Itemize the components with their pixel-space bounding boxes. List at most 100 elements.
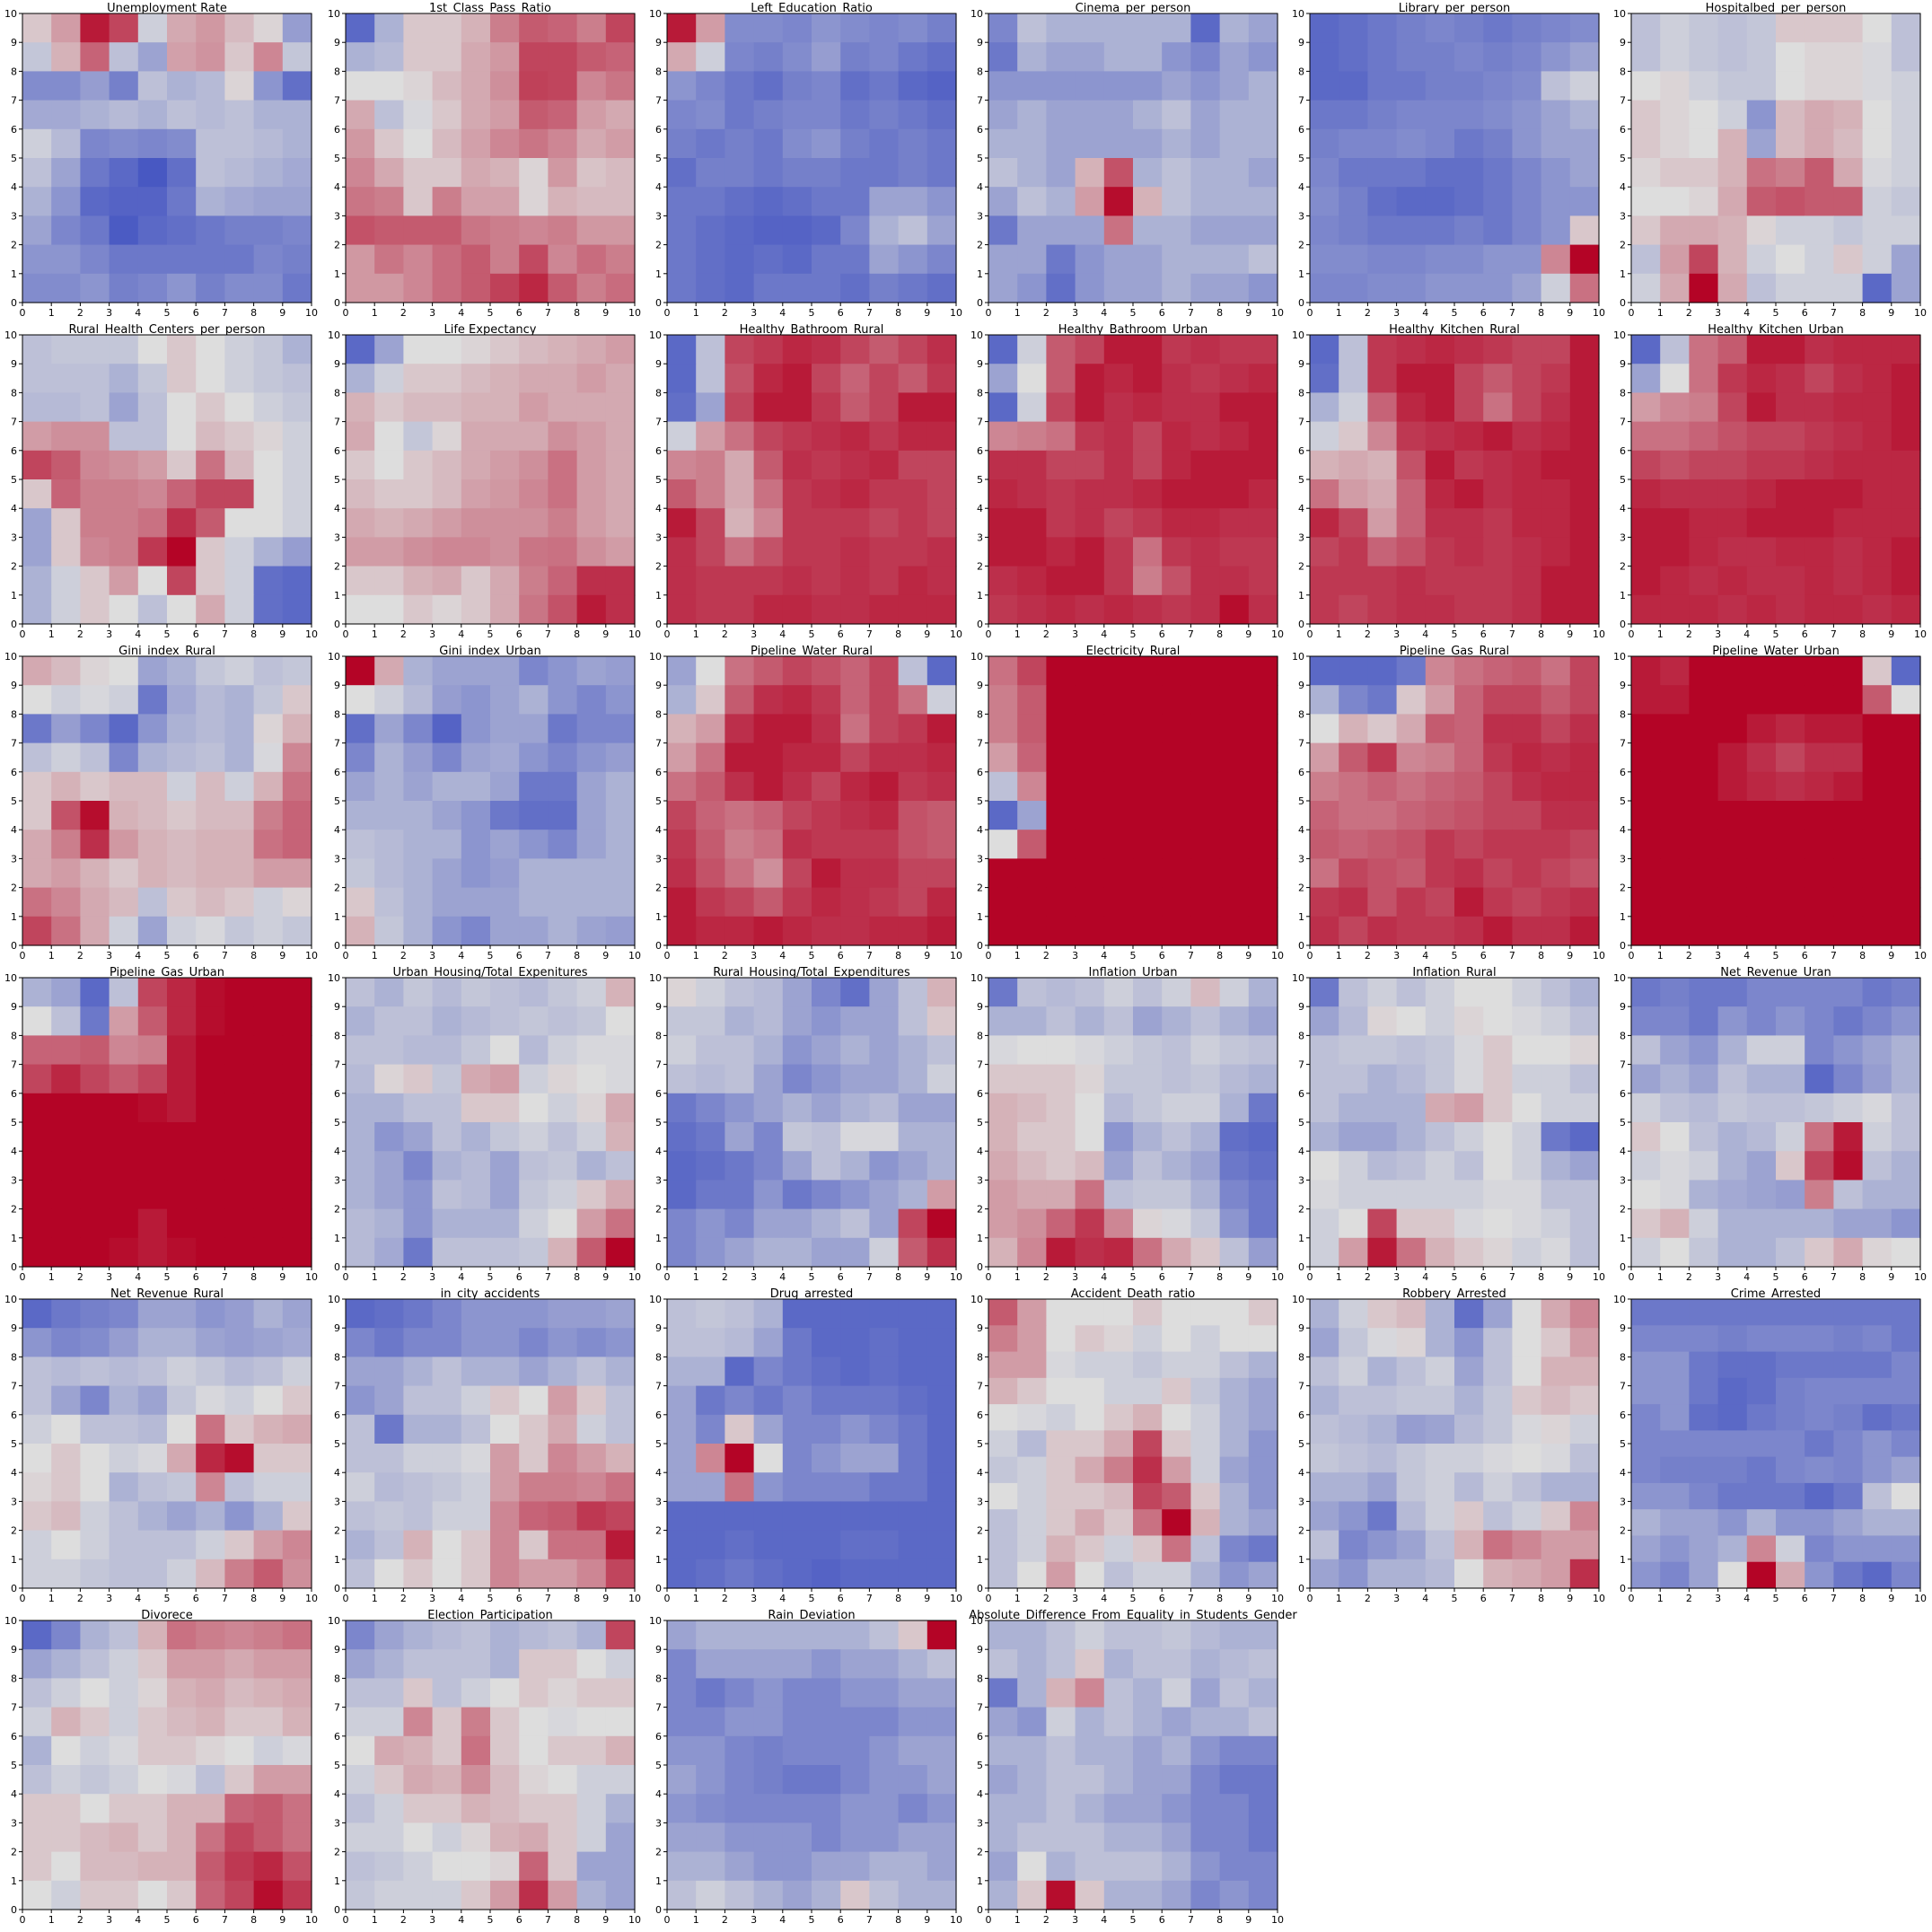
heatmap-cell [1541, 858, 1571, 889]
heatmap-cell [1776, 1064, 1805, 1094]
heatmap-cell [1660, 479, 1690, 509]
heatmap-cell [490, 100, 520, 130]
heatmap-cell [1219, 1064, 1250, 1094]
heatmap-cell [1541, 1385, 1571, 1416]
heatmap-cell [840, 916, 870, 946]
heatmap-cell [403, 1328, 434, 1357]
heatmap-cell [812, 1649, 841, 1679]
heatmap-cell [1219, 392, 1250, 423]
heatmap-cell [1717, 244, 1748, 275]
heatmap-cell [667, 128, 697, 159]
heatmap-cell [1248, 1735, 1278, 1766]
heatmap-cell [1569, 1328, 1600, 1357]
heatmap-cell [724, 244, 755, 275]
heatmap-cell [282, 1414, 312, 1445]
heatmap-cell [1454, 1414, 1484, 1445]
heatmap-cell [1339, 71, 1368, 101]
heatmap-cell [403, 1122, 434, 1152]
heatmap-cell [1075, 1006, 1105, 1036]
heatmap-cell [898, 392, 928, 423]
heatmap-cell [605, 771, 636, 802]
heatmap-cell [374, 1765, 404, 1795]
heatmap-cell [1017, 1404, 1047, 1431]
heatmap-cell [1512, 273, 1542, 303]
y-tick-label: 4 [977, 503, 983, 514]
heatmap-cell [224, 273, 255, 303]
x-tick-label: 2 [722, 628, 728, 640]
heatmap-cell [109, 771, 139, 802]
heatmap-cell [1103, 1822, 1134, 1853]
heatmap-cell [605, 244, 636, 275]
heatmap-cell [667, 508, 697, 538]
heatmap-cell [282, 1851, 312, 1882]
y-tick-label: 2 [1620, 240, 1626, 251]
y-tick-label: 0 [1298, 619, 1304, 630]
heatmap-cell [1631, 421, 1661, 452]
x-tick-label: 8 [1859, 307, 1866, 319]
heatmap-cell [548, 1649, 578, 1679]
heatmap-cell [51, 742, 81, 773]
heatmap-cell [988, 273, 1018, 303]
heatmap-cell [576, 187, 607, 216]
heatmap-cell [1891, 100, 1921, 130]
heatmap-cell [519, 1880, 549, 1910]
heatmap-cell [346, 1765, 375, 1795]
heatmap-cell [1396, 71, 1427, 101]
heatmap-cell [224, 1620, 255, 1650]
heatmap-cell [1891, 1351, 1921, 1379]
heatmap-cell [724, 916, 755, 946]
heatmap-cell [1248, 215, 1278, 246]
heatmap-cell [490, 1678, 520, 1708]
heatmap-cell [346, 801, 375, 830]
heatmap-cell [490, 335, 520, 364]
heatmap-cell [1862, 1535, 1892, 1563]
heatmap-cell [22, 244, 52, 275]
heatmap-cell [432, 158, 462, 188]
panel-title: Net_Revenue_Uran [1720, 966, 1831, 979]
heatmap-cell [1631, 335, 1661, 364]
heatmap-cell [167, 450, 197, 480]
heatmap-cell [519, 1064, 549, 1094]
x-tick-label: 4 [1101, 1914, 1107, 1926]
heatmap-cell [1776, 1208, 1805, 1239]
heatmap-cell [782, 537, 812, 567]
heatmap-cell [898, 1122, 928, 1152]
heatmap-cell [519, 1851, 549, 1882]
heatmap-cell [80, 508, 110, 538]
heatmap-cell [224, 1237, 255, 1268]
x-tick-label: 9 [924, 1271, 930, 1283]
y-tick-label: 2 [1298, 240, 1304, 251]
heatmap-cell [167, 273, 197, 303]
heatmap-cell [1219, 1377, 1250, 1405]
heatmap-cell [576, 13, 607, 43]
y-tick-label: 7 [1298, 1059, 1304, 1071]
heatmap-cell [224, 364, 255, 393]
heatmap-cell [1512, 13, 1542, 43]
x-tick-label: 6 [516, 950, 523, 962]
heatmap-cell [576, 1707, 607, 1737]
y-tick-label: 5 [977, 474, 983, 486]
panel-title: Cinema_per_person [1076, 2, 1191, 15]
heatmap-cell [137, 978, 168, 1007]
heatmap-cell [1454, 1035, 1484, 1066]
heatmap-cell [1339, 1180, 1368, 1210]
x-tick-label: 1 [48, 628, 55, 640]
heatmap-cell [1075, 1430, 1105, 1458]
x-tick-label: 1 [1336, 628, 1342, 640]
heatmap-cell [1541, 421, 1571, 452]
heatmap-cell [1833, 1006, 1864, 1036]
heatmap-cell [576, 215, 607, 246]
heatmap-cell [1219, 1735, 1250, 1766]
y-tick-label: 9 [11, 37, 17, 48]
x-tick-label: 5 [809, 1593, 815, 1604]
heatmap-cell [696, 858, 725, 889]
heatmap-cell [22, 42, 52, 72]
heatmap-cell [696, 273, 725, 303]
heatmap-cell [22, 1385, 52, 1416]
x-tick-label: 8 [1216, 628, 1223, 640]
heatmap-cell [926, 1851, 957, 1882]
heatmap-cell [782, 1880, 812, 1910]
heatmap-cell [374, 801, 404, 830]
x-tick-label: 8 [895, 307, 901, 319]
